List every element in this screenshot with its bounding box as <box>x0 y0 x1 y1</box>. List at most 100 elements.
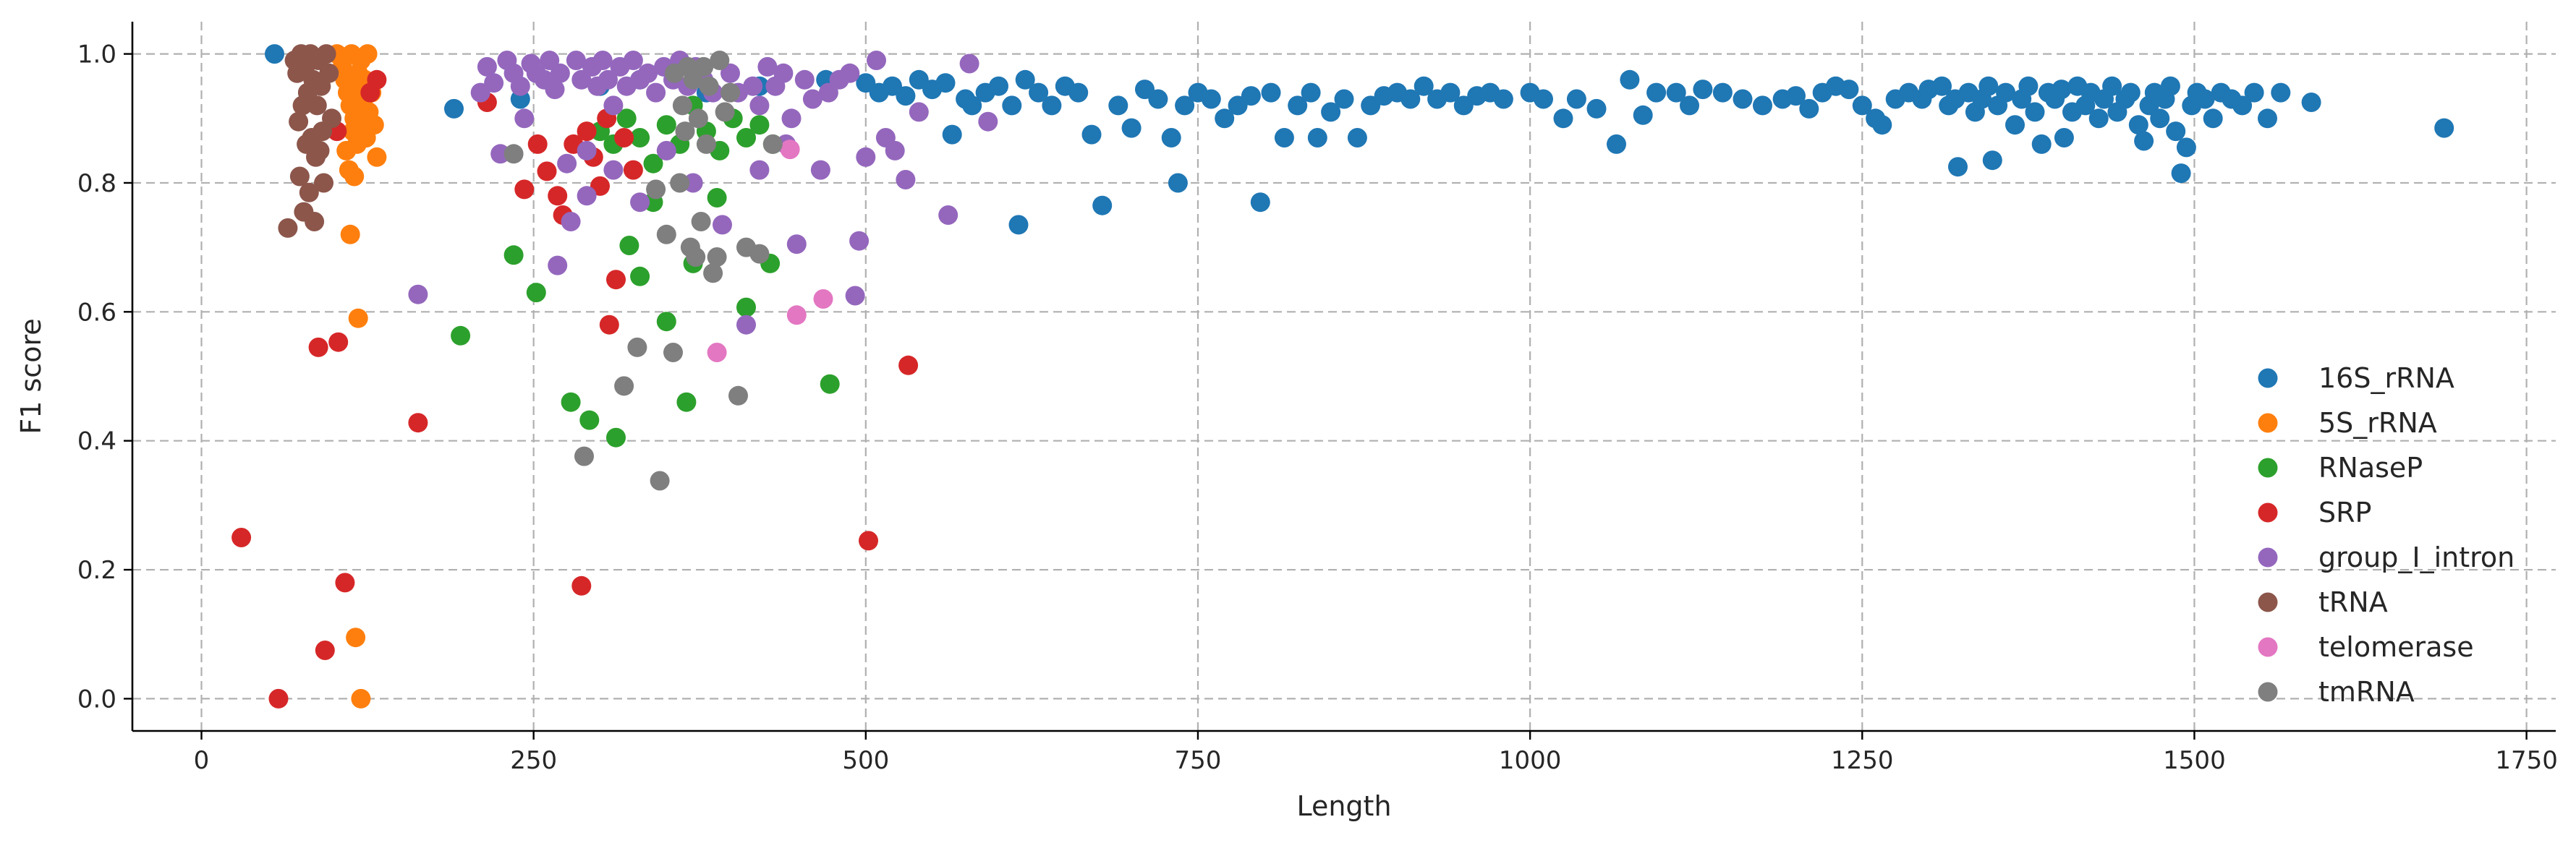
scatter-point <box>672 95 692 116</box>
scatter-point <box>314 173 333 193</box>
scatter-point <box>1712 82 1733 103</box>
scatter-point <box>2018 76 2039 96</box>
scatter-point <box>2160 76 2180 96</box>
scatter-point <box>643 153 663 174</box>
scatter-point <box>656 115 676 135</box>
scatter-point <box>322 108 341 129</box>
legend-marker <box>2258 637 2278 657</box>
scatter-point <box>592 51 613 70</box>
scatter-point <box>707 343 727 362</box>
legend-label: tmRNA <box>2318 676 2415 708</box>
scatter-point <box>1872 115 1892 135</box>
scatter-point <box>310 140 330 161</box>
series-SRP <box>231 69 919 709</box>
scatter-point <box>1148 89 1168 109</box>
scatter-point <box>1201 89 1221 109</box>
scatter-point <box>942 124 962 145</box>
scatter-point <box>315 641 335 660</box>
scatter-point <box>2203 108 2223 129</box>
scatter-point <box>707 247 727 267</box>
legend-label: group_I_intron <box>2318 542 2515 573</box>
scatter-point <box>599 314 619 335</box>
scatter-point <box>514 179 535 200</box>
scatter-point <box>736 314 756 335</box>
legend-marker <box>2258 458 2278 478</box>
scatter-point <box>316 44 336 64</box>
scatter-point <box>1786 86 1806 106</box>
scatter-point <box>603 160 624 180</box>
x-tick-label: 1250 <box>1831 746 1894 775</box>
scatter-point <box>707 188 727 207</box>
scatter-point <box>1978 76 1999 96</box>
scatter-point <box>2195 89 2215 109</box>
legend-label: SRP <box>2318 497 2371 529</box>
legend-item: 5S_rRNA <box>2258 407 2437 439</box>
y-tick-label: 0.8 <box>77 169 116 198</box>
scatter-point <box>1288 95 1308 116</box>
scatter-point <box>856 147 876 167</box>
legend-marker <box>2258 547 2278 568</box>
scatter-point <box>638 63 658 83</box>
scatter-point <box>1440 82 1461 103</box>
scatter-point <box>710 51 730 70</box>
scatter-point <box>1215 108 1235 129</box>
y-axis-label: F1 score <box>15 318 47 434</box>
scatter-point <box>1274 128 1294 147</box>
scatter-point <box>670 173 690 193</box>
scatter-point <box>1400 89 1421 109</box>
x-tick-label: 1500 <box>2163 746 2226 775</box>
scatter-point <box>408 413 428 433</box>
scatter-point <box>656 224 676 244</box>
y-tick-label: 0.0 <box>77 685 116 714</box>
scatter-point <box>577 186 597 206</box>
scatter-point <box>1334 89 1354 109</box>
scatter-point <box>1852 95 1872 116</box>
scatter-point <box>537 161 557 181</box>
scatter-point <box>720 63 740 83</box>
scatter-point <box>656 140 676 161</box>
scatter-point <box>2025 102 2045 122</box>
scatter-point <box>978 111 998 132</box>
scatter-point <box>1799 98 1819 119</box>
scatter-point <box>703 263 723 283</box>
scatter-point <box>1948 157 1968 177</box>
scatter-point <box>780 140 800 160</box>
scatter-point <box>959 54 979 74</box>
scatter-point <box>1008 215 1029 235</box>
scatter-point <box>773 63 794 83</box>
scatter-point <box>606 427 626 448</box>
scatter-point <box>408 284 428 304</box>
scatter-point <box>1108 95 1128 116</box>
scatter-point <box>1042 95 1062 116</box>
scatter-point <box>818 82 838 103</box>
scatter-point <box>1347 128 1367 147</box>
scatter-point <box>548 186 568 206</box>
scatter-point <box>845 286 865 306</box>
scatter-point <box>802 89 822 109</box>
scatter-point <box>885 140 905 161</box>
y-tick-label: 0.4 <box>77 427 116 456</box>
scatter-point <box>1553 108 1573 129</box>
scatter-point <box>367 147 387 167</box>
scatter-point <box>289 111 309 132</box>
series-tRNA <box>278 44 341 238</box>
scatter-point <box>319 63 339 83</box>
scatter-point <box>935 73 956 93</box>
y-tick-label: 0.6 <box>77 298 116 327</box>
scatter-point <box>614 128 634 147</box>
scatter-point <box>1081 124 1102 145</box>
x-tick-label: 750 <box>1175 746 1222 775</box>
tick-labels: 0 250 500 750 1000 1250 1500 1750 0.0 0.2 0.4 0.6 0.… <box>77 40 2558 775</box>
scatter-point <box>2166 121 2186 142</box>
legend-marker <box>2258 502 2278 523</box>
scatter-point <box>566 51 586 70</box>
scatter-point <box>550 63 570 83</box>
scatter-point <box>614 376 634 396</box>
legend: 16S_rRNA 5S_rRNA RNaseP SRP group_I_intron tR… <box>2258 362 2515 708</box>
scatter-point <box>444 98 464 119</box>
scatter-point <box>307 95 327 116</box>
scatter-point <box>1633 105 1653 125</box>
scatter-point <box>2232 95 2253 116</box>
x-tick-label: 500 <box>842 746 889 775</box>
